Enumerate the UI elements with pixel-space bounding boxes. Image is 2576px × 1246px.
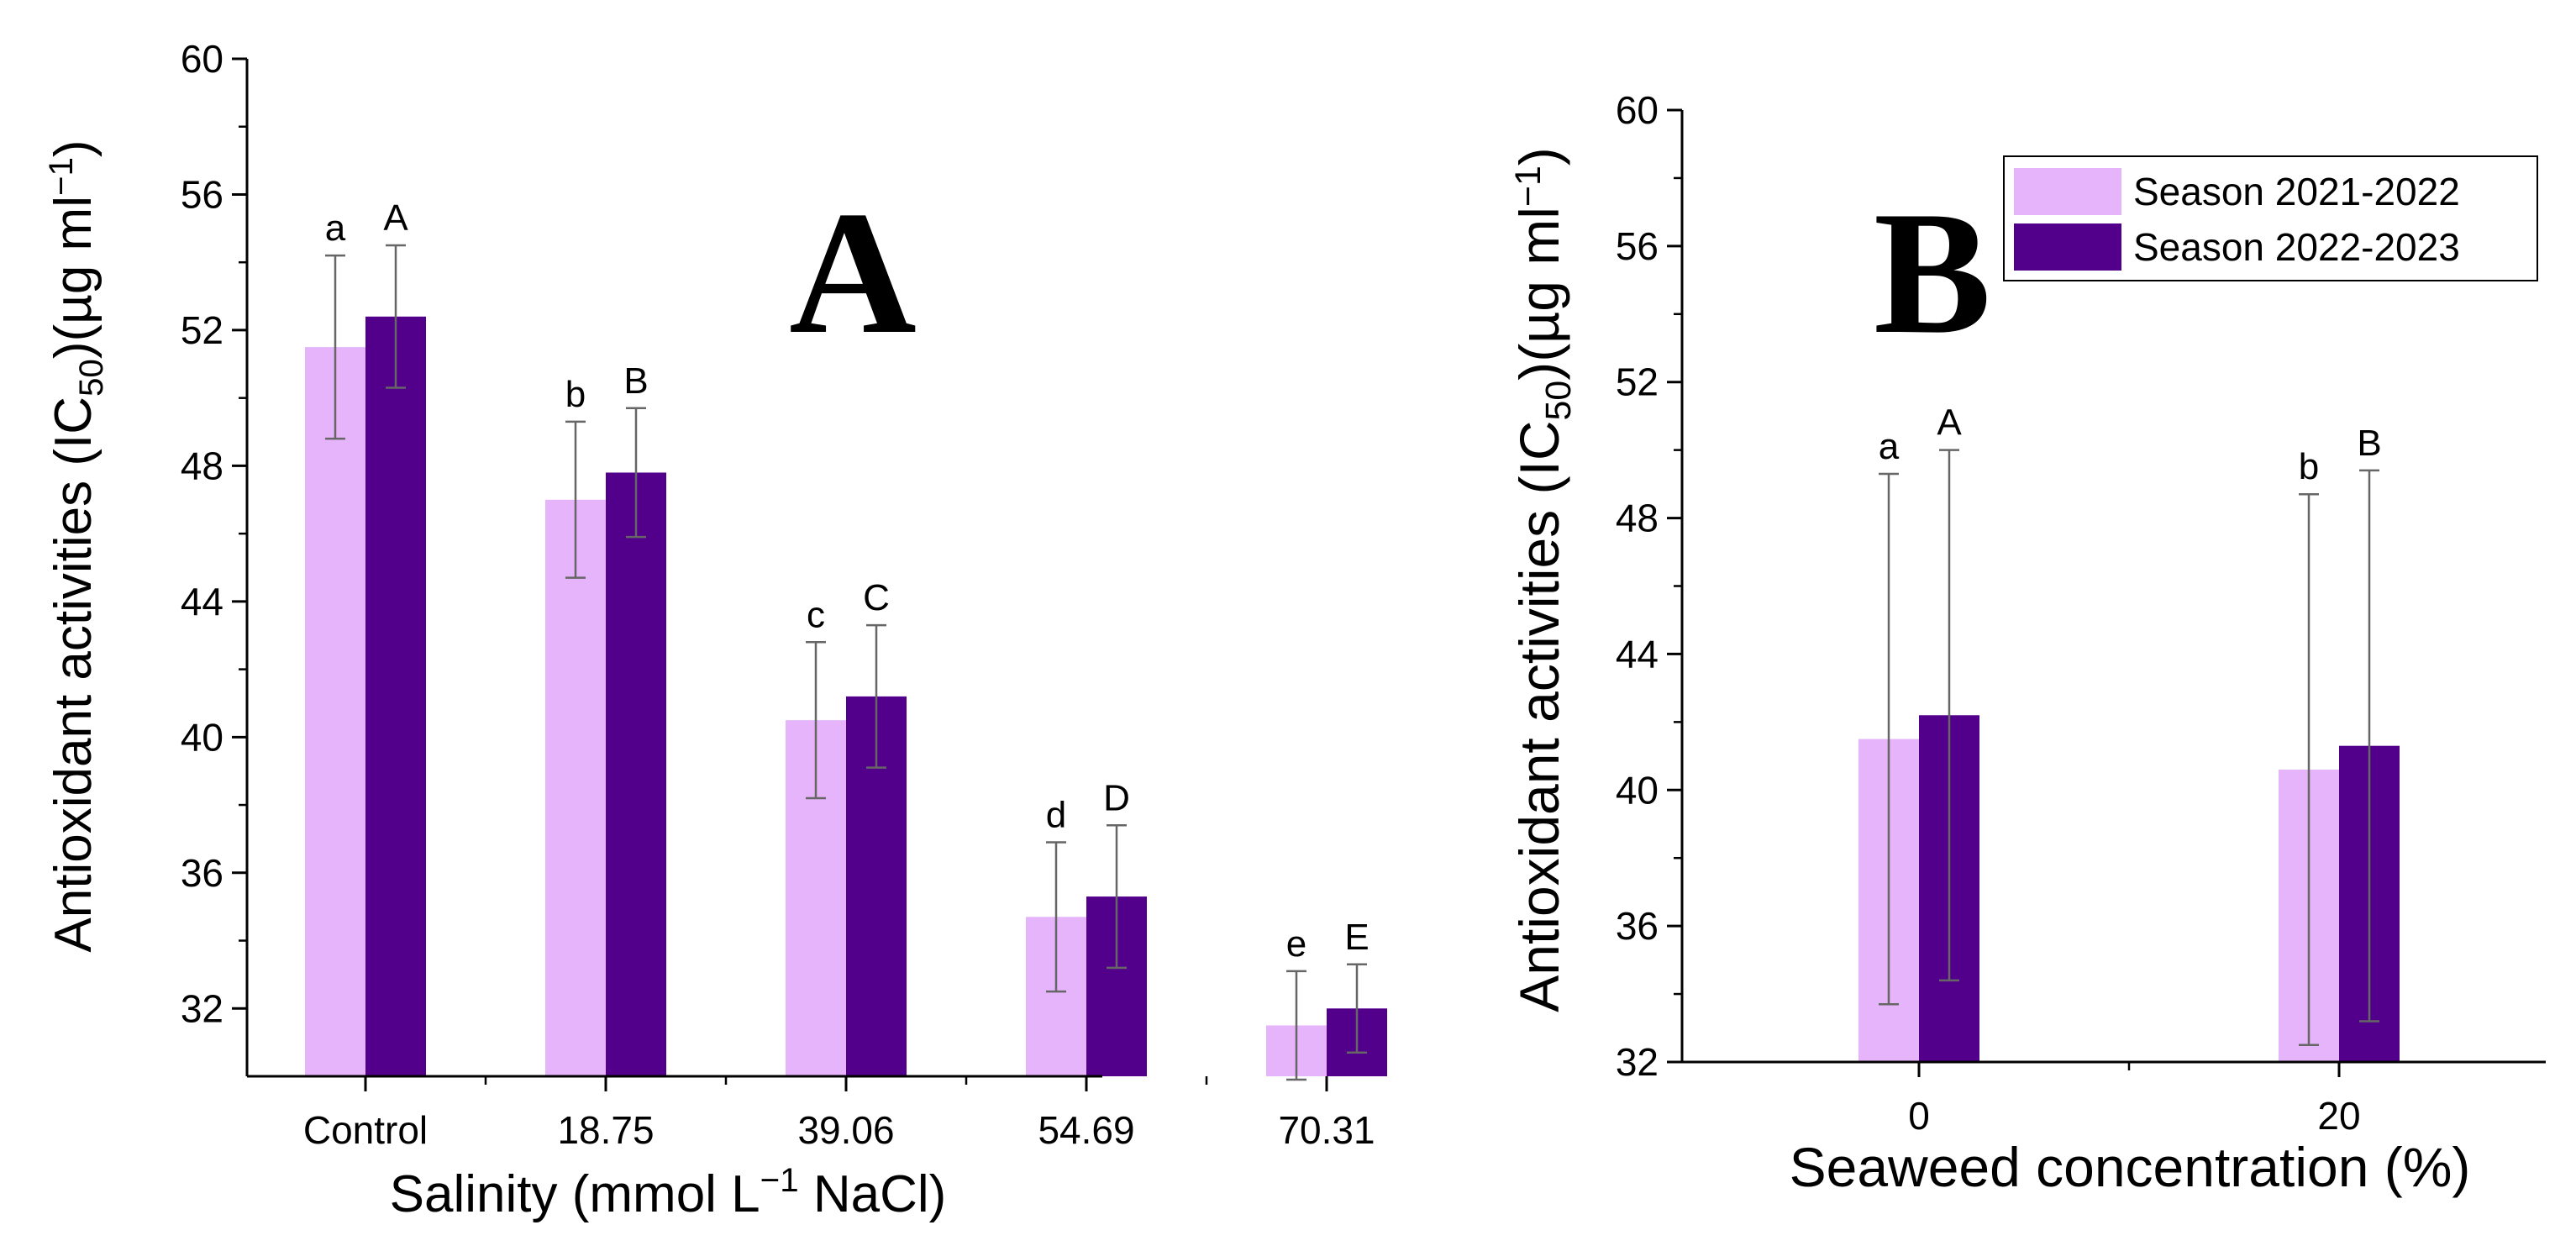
legend-swatch-2 [2014,223,2121,271]
y-axis-label-text-pre: Antioxidant activities (IC [1508,421,1570,1012]
significance-letter-b-s1-0: a [1879,426,1900,467]
y-tick-label-b-3: 44 [1616,632,1659,676]
y-tick-label-a-4: 48 [181,444,223,487]
y-axis-label-subscript: 50 [72,359,110,397]
x-axis-label-text-pre: Salinity (mmol L [390,1165,760,1223]
y-tick-label-a-1: 36 [181,851,223,895]
y-axis-label-superscript: −1 [1508,166,1548,207]
y-tick-label-a-7: 60 [181,37,223,81]
y-axis-label-text-post: ) [45,139,103,157]
significance-letter-a-s1-2: c [807,594,825,635]
y-tick-label-a-0: 32 [181,986,223,1030]
y-axis-label-a: Antioxidant activities (IC50)(µg ml−1) [42,139,110,952]
significance-letter-b-s2-1: B [2357,423,2381,464]
significance-letter-a-s1-1: b [565,374,586,415]
bar-a-s2-0 [365,316,426,1077]
legend-label-2: Season 2022-2023 [2133,225,2460,269]
y-axis-label-text-mid: )(µg ml [1508,207,1570,381]
significance-letter-a-s1-4: e [1286,923,1306,965]
y-axis-label-text-pre: Antioxidant activities (IC [45,397,103,953]
significance-letter-a-s2-3: D [1103,777,1130,818]
y-axis-label-text-mid: )(µg ml [45,196,103,359]
panel-label-a: A [789,176,917,371]
x-axis-label-text-pre: Seaweed concentration (%) [1790,1136,2471,1198]
x-axis-label-b: Seaweed concentration (%) [1790,1136,2471,1198]
y-axis-label-superscript: −1 [42,157,80,196]
y-tick-label-b-7: 60 [1616,88,1659,132]
significance-letter-a-s1-0: a [325,208,346,249]
y-tick-label-b-1: 36 [1616,904,1659,948]
x-axis-label-a: Salinity (mmol L−1 NaCl) [390,1161,947,1223]
y-tick-label-b-0: 32 [1616,1040,1659,1084]
x-tick-label-b-1: 20 [2317,1094,2360,1138]
legend-swatch-1 [2014,168,2121,215]
bar-a-s1-1 [545,499,606,1076]
x-tick-label-a-1: 18.75 [557,1108,654,1152]
y-tick-label-a-5: 52 [181,308,223,352]
significance-letter-b-s1-1: b [2299,446,2319,487]
y-tick-label-b-6: 56 [1616,224,1659,268]
x-tick-label-b-0: 0 [1908,1094,1930,1138]
significance-letter-a-s2-0: A [383,197,408,239]
x-tick-label-a-2: 39.06 [797,1108,894,1152]
x-tick-label-a-4: 70.31 [1278,1108,1375,1152]
significance-letter-b-s2-0: A [1937,402,1962,444]
legend: Season 2021-2022 Season 2022-2023 [2003,155,2538,281]
y-tick-label-b-5: 52 [1616,360,1659,404]
x-tick-label-a-3: 54.69 [1038,1108,1134,1152]
y-tick-label-b-2: 40 [1616,768,1659,812]
y-axis-label-subscript: 50 [1538,381,1579,421]
y-axis-label-b: Antioxidant activities (IC50)(µg ml−1) [1508,147,1579,1012]
bar-a-s1-0 [305,347,365,1076]
significance-letter-a-s2-1: B [623,360,648,402]
x-axis-label-text-post: NaCl) [799,1165,947,1223]
y-axis-label-text-post: ) [1508,147,1570,166]
y-tick-label-a-6: 56 [181,172,223,216]
x-axis-label-superscript: −1 [760,1161,799,1199]
y-tick-label-a-3: 44 [181,580,223,623]
legend-label-1: Season 2021-2022 [2133,170,2460,213]
significance-letter-a-s1-3: d [1046,794,1066,835]
x-tick-label-a-0: Control [303,1108,428,1152]
y-tick-label-a-2: 40 [181,715,223,759]
panel-label-b: B [1874,176,1991,371]
bar-a-s2-1 [606,472,666,1076]
y-tick-label-b-4: 48 [1616,497,1659,540]
significance-letter-a-s2-2: C [863,577,890,618]
significance-letter-a-s2-4: E [1344,917,1369,958]
